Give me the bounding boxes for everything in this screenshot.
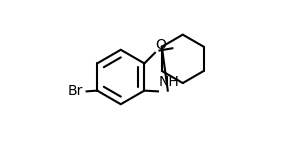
Text: O: O	[156, 38, 167, 52]
Text: Br: Br	[67, 84, 83, 98]
Text: NH: NH	[159, 75, 179, 89]
